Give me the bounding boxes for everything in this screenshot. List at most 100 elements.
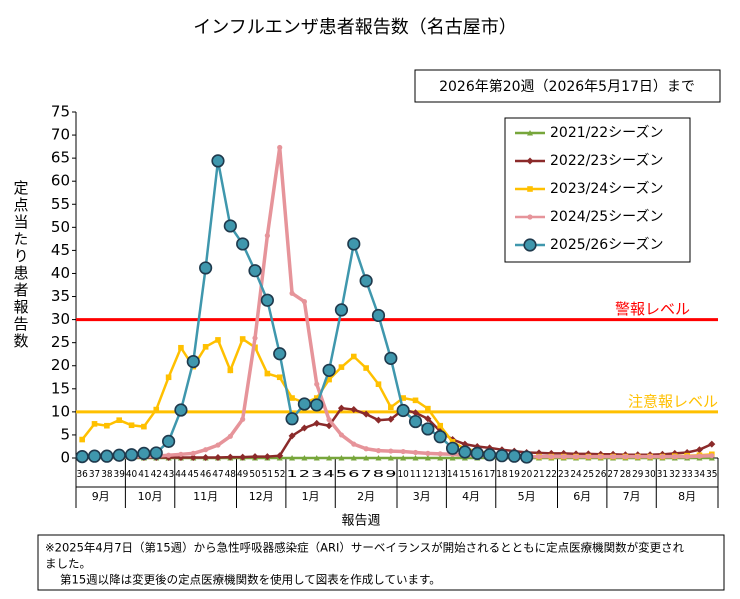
marker [362, 410, 370, 418]
marker [215, 442, 221, 448]
marker [425, 405, 431, 412]
marker [214, 454, 222, 462]
marker [124, 448, 139, 462]
x-tick-label: 21 [533, 469, 544, 480]
marker [424, 415, 432, 423]
marker [252, 335, 258, 341]
marker [301, 299, 308, 305]
marker [326, 417, 332, 423]
x-tick-label: 48 [225, 469, 236, 480]
marker [178, 344, 184, 351]
x-tick-label: 44 [175, 469, 186, 480]
marker [178, 451, 184, 457]
marker [313, 395, 320, 401]
x-tick-label: 34 [694, 469, 705, 480]
y-tick-label: 50 [51, 218, 70, 236]
marker [322, 363, 336, 377]
marker [104, 422, 110, 429]
marker [165, 452, 172, 458]
marker [223, 219, 237, 233]
y-tick-label: 70 [51, 126, 70, 144]
marker [598, 454, 604, 460]
marker [695, 446, 703, 454]
x-tick-label: 23 [558, 469, 569, 480]
marker [300, 424, 308, 432]
y-tick-label: 20 [51, 356, 70, 374]
marker [412, 455, 419, 461]
marker [326, 376, 332, 383]
marker [112, 448, 126, 462]
x-tick-label: 26 [595, 469, 606, 480]
month-label: 2月 [357, 490, 375, 503]
legend-marker [527, 186, 533, 192]
marker [387, 415, 395, 423]
marker [326, 455, 333, 461]
marker [202, 454, 210, 462]
note-line: ※2025年4月7日（第15週）から急性呼吸器感染症（ARI）サーベイランスが開… [45, 541, 685, 555]
marker [174, 403, 188, 417]
marker [659, 454, 666, 460]
marker [445, 441, 460, 455]
y-tick-label: 60 [51, 172, 70, 190]
x-tick-label: 41 [138, 469, 149, 480]
marker [79, 436, 85, 443]
marker [350, 353, 357, 360]
chart-title: インフルエンザ患者報告数（名古屋市） [193, 17, 516, 38]
marker [116, 417, 123, 423]
marker [289, 395, 295, 401]
marker [647, 454, 653, 460]
month-label: 7月 [623, 490, 641, 503]
marker [351, 441, 357, 447]
marker [301, 455, 308, 461]
marker [375, 381, 382, 387]
marker [696, 453, 703, 459]
x-tick-label: 1 [286, 469, 297, 480]
y-tick-label: 75 [51, 103, 70, 121]
marker [91, 421, 98, 427]
y-tick-label: 65 [51, 149, 70, 167]
marker [276, 452, 284, 460]
marker [561, 454, 567, 460]
x-tick-label: 46 [200, 469, 211, 480]
marker [334, 303, 349, 317]
marker [585, 454, 591, 460]
x-tick-label: 19 [509, 469, 520, 480]
marker [425, 450, 431, 456]
marker [708, 440, 716, 448]
x-tick-label: 47 [212, 469, 223, 480]
marker [412, 449, 419, 456]
x-tick-label: 29 [632, 469, 643, 480]
note-box [37, 534, 725, 591]
marker [375, 448, 382, 454]
x-tick-label: 12 [422, 469, 433, 480]
marker [240, 416, 246, 422]
marker [374, 416, 382, 424]
marker [363, 365, 369, 371]
marker [470, 446, 484, 460]
series-line [82, 406, 713, 459]
marker [421, 422, 435, 436]
marker [437, 455, 444, 461]
marker [313, 419, 321, 427]
marker [202, 344, 209, 350]
x-tick-label: 8 [373, 469, 384, 480]
marker [338, 364, 345, 370]
x-tick-label: 42 [151, 469, 162, 480]
x-tick-label: 14 [447, 469, 458, 480]
x-tick-label: 40 [126, 469, 137, 480]
marker [371, 308, 386, 323]
month-label: 5月 [518, 490, 536, 503]
marker [482, 448, 497, 462]
marker [449, 455, 456, 461]
reference-label: 警報レベル [615, 300, 690, 318]
marker [384, 351, 398, 365]
x-tick-label: 51 [262, 469, 273, 480]
y-tick-label: 15 [51, 379, 70, 397]
marker [236, 237, 250, 251]
marker [141, 423, 147, 430]
y-tick-label: 10 [51, 402, 70, 420]
legend-label: 2025/26シーズン [550, 237, 663, 253]
marker [350, 455, 357, 461]
y-tick-label: 30 [51, 310, 70, 328]
